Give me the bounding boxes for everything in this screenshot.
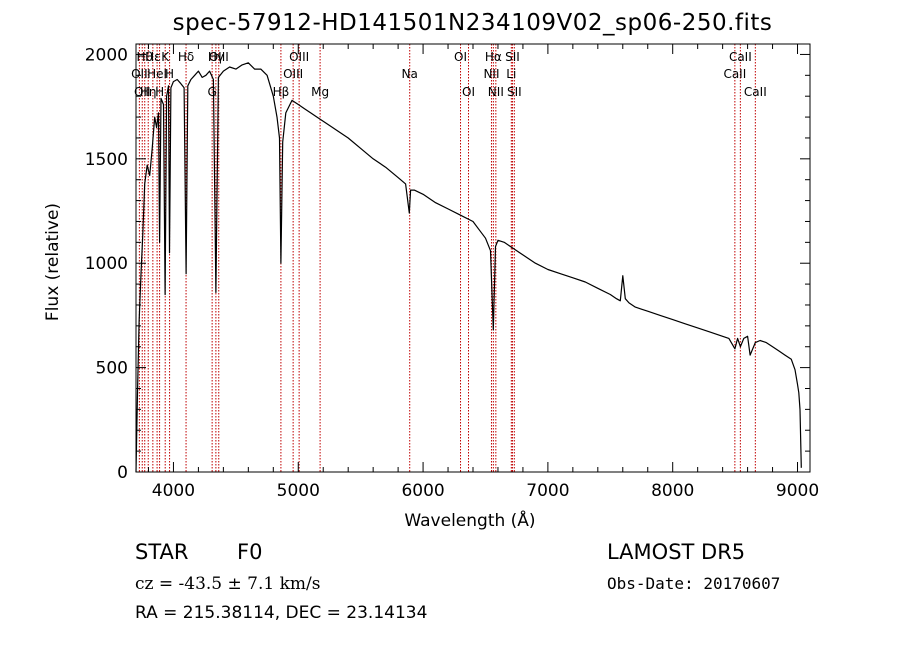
- line-marker-label: Li: [506, 67, 516, 81]
- line-marker-label: Hα: [485, 50, 502, 64]
- x-tick-label: 9000: [776, 481, 819, 501]
- line-marker-label: Hβ: [273, 85, 290, 99]
- y-tick-label: 500: [96, 359, 128, 379]
- x-tick-label: 7000: [526, 481, 569, 501]
- x-tick-label: 4000: [152, 481, 195, 501]
- obs-date: Obs-Date: 20170607: [607, 574, 781, 593]
- line-marker-label: Hγ: [208, 50, 224, 64]
- line-marker-label: OIII: [209, 50, 229, 64]
- line-marker-label: G: [207, 85, 216, 99]
- line-marker-label: OI: [462, 85, 475, 99]
- line-marker-label: SII: [507, 85, 522, 99]
- line-marker-label: Hθ: [137, 50, 153, 64]
- line-marker-label: CaII: [723, 67, 746, 81]
- line-marker-label: SII: [505, 50, 520, 64]
- line-marker-label: H: [165, 67, 174, 81]
- line-marker-label: OIII: [289, 50, 309, 64]
- line-marker-label: H: [155, 85, 164, 99]
- x-tick-label: 8000: [651, 481, 694, 501]
- coordinates: RA = 215.38114, DEC = 23.14134: [135, 603, 428, 623]
- spectrum-line: [135, 62, 802, 473]
- y-tick-label: 1000: [85, 254, 128, 274]
- object-class: STAR: [135, 540, 189, 564]
- line-marker-label: OII: [131, 67, 148, 81]
- line-marker-label: Hη: [140, 85, 157, 99]
- survey-label: LAMOST DR5: [607, 540, 746, 564]
- object-subclass: F0: [237, 540, 263, 564]
- line-marker-label: CaII: [744, 85, 767, 99]
- line-marker-label: Hε: [145, 50, 161, 64]
- line-marker-label: CaII: [729, 50, 752, 64]
- redshift-text: cz = -43.5 ± 7.1 km/s: [135, 574, 321, 594]
- line-marker-label: NII: [483, 67, 499, 81]
- y-axis-label: Flux (relative): [43, 202, 63, 322]
- plot-frame: [135, 43, 811, 473]
- y-tick-label: 1500: [85, 150, 128, 170]
- x-tick-label: 6000: [401, 481, 444, 501]
- line-marker-label: K: [161, 50, 170, 64]
- x-tick-label: 5000: [277, 481, 320, 501]
- line-marker-label: HeI: [147, 67, 167, 81]
- line-marker-label: OIII: [283, 67, 303, 81]
- chart-title: spec-57912-HD141501N234109V02_sp06-250.f…: [172, 10, 773, 36]
- line-marker-label: Na: [402, 67, 418, 81]
- line-marker-label: Hδ: [178, 50, 194, 64]
- y-tick-label: 2000: [85, 45, 128, 65]
- line-marker-label: OII: [134, 85, 151, 99]
- y-tick-label: 0: [117, 463, 128, 483]
- x-axis-label: Wavelength (Å): [404, 511, 536, 531]
- line-marker-label: Mg: [311, 85, 329, 99]
- line-marker-label: OI: [454, 50, 467, 64]
- line-marker-label: NII: [488, 85, 504, 99]
